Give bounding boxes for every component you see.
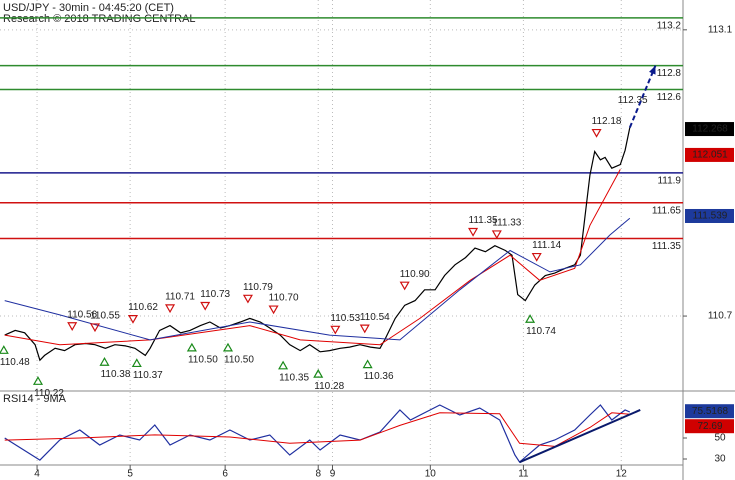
price-badge-label: 75.5168 [692, 406, 729, 417]
resistance-marker [242, 294, 253, 304]
resistance-marker [127, 314, 139, 324]
annotation-label: 110.50 [224, 355, 254, 366]
y-tick-label: 113.1 [708, 24, 733, 35]
x-tick-label: 8 [315, 469, 321, 480]
support-marker [186, 342, 197, 352]
support-marker [313, 368, 324, 378]
annotation-label: 110.50 [188, 355, 218, 366]
annotation-label: 110.38 [101, 369, 131, 380]
y-tick-label: 30 [714, 454, 726, 465]
annotation-label: 110.79 [243, 282, 273, 293]
x-tick-label: 10 [425, 469, 437, 480]
resistance-marker [468, 227, 479, 237]
price-line [4, 127, 631, 362]
annotation-label: 110.62 [128, 302, 158, 313]
price-badge-label: 72.69 [697, 421, 722, 432]
annotation-label: 110.28 [314, 381, 344, 392]
annotation-label: 110.35 [279, 372, 309, 383]
resistance-marker [165, 304, 176, 314]
price-badge [685, 122, 734, 137]
trend-line [519, 409, 641, 464]
level-label: 113.2 [657, 21, 682, 32]
target-label: 112.35 [618, 95, 648, 106]
resistance-marker [200, 301, 211, 311]
level-label: 111.9 [657, 176, 681, 187]
arrow-head [649, 65, 656, 75]
x-tick-label: 5 [127, 469, 133, 480]
resistance-marker [491, 230, 502, 240]
annotation-label: 110.37 [133, 370, 163, 381]
annotation-label: 110.22 [34, 388, 64, 399]
annotation-label: 110.36 [364, 371, 394, 382]
x-tick-label: 4 [34, 469, 40, 480]
support-marker [32, 376, 44, 385]
support-marker [99, 357, 110, 366]
indicator-line [4, 412, 630, 447]
y-tick-label: 110.7 [708, 311, 733, 322]
annotation-label: 110.90 [400, 269, 430, 280]
annotation-label: 110.70 [269, 293, 299, 304]
annotation-label: 110.53 [330, 313, 360, 324]
x-tick-label: 12 [616, 469, 628, 480]
annotation-label: 110.74 [526, 326, 556, 337]
support-marker [131, 358, 142, 368]
annotation-label: 111.14 [532, 240, 562, 251]
annotation-label: 110.48 [0, 357, 30, 368]
price-badge [685, 419, 734, 434]
level-label: 112.6 [657, 92, 682, 103]
price-badge-label: 112.051 [692, 150, 728, 161]
price-badge [685, 208, 734, 223]
annotation-label: 110.56 [67, 309, 97, 320]
price-badge-label: 111.539 [693, 211, 728, 222]
annotation-label: 111.33 [492, 218, 522, 229]
resistance-marker [399, 281, 410, 291]
support-marker [525, 314, 536, 323]
price-line [4, 404, 631, 463]
level-label: 112.8 [657, 68, 682, 79]
resistance-marker [67, 322, 78, 331]
support-marker [222, 342, 234, 352]
support-marker [362, 359, 373, 369]
resistance-marker [89, 323, 101, 333]
x-tick-label: 11 [518, 469, 529, 480]
annotation-label: 110.73 [200, 289, 230, 300]
x-tick-label: 9 [330, 469, 336, 480]
y-tick-label: 50 [714, 433, 726, 444]
projection-arrow [628, 65, 657, 128]
price-badge [685, 147, 734, 162]
annotation-label: 110.71 [165, 292, 195, 303]
resistance-marker [330, 325, 341, 335]
level-label: 111.65 [652, 205, 682, 216]
annotation-label: 110.54 [360, 312, 390, 323]
price-badge-label: 112.268 [692, 124, 728, 135]
indicator-line [4, 217, 631, 341]
panel-title: RSI14 - 9MA [3, 393, 67, 405]
resistance-marker [591, 128, 602, 138]
level-label: 111.35 [652, 241, 682, 252]
annotation-label: 111.35 [469, 215, 499, 226]
resistance-marker [359, 324, 370, 334]
x-tick-label: 6 [222, 469, 228, 480]
support-marker [0, 345, 9, 354]
chart-title: USD/JPY - 30min - 04:45:20 (CET) [3, 2, 174, 14]
support-marker [278, 360, 289, 370]
annotation-label: 112.18 [592, 116, 622, 127]
price-badge [685, 404, 734, 419]
resistance-marker [268, 305, 279, 315]
resistance-marker [531, 252, 542, 262]
annotation-label: 110.55 [90, 311, 120, 322]
chart-subtitle: Research © 2018 TRADING CENTRAL [3, 13, 196, 25]
